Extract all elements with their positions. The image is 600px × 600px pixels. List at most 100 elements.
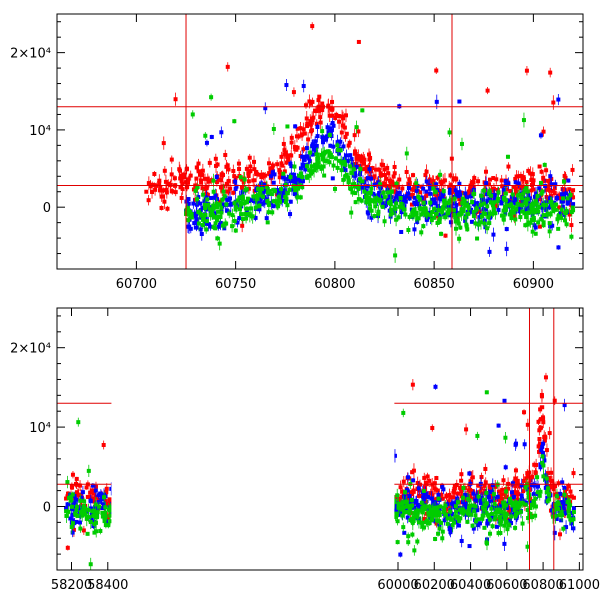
- data-point: [453, 176, 458, 181]
- data-point: [70, 530, 75, 535]
- data-point: [224, 202, 229, 207]
- data-point: [552, 186, 557, 191]
- data-point: [368, 206, 373, 211]
- data-point: [271, 204, 276, 209]
- data-point: [198, 172, 203, 177]
- data-point: [448, 220, 453, 225]
- data-point: [496, 207, 501, 212]
- data-point: [107, 501, 112, 506]
- data-point: [198, 178, 203, 183]
- data-point: [260, 194, 265, 199]
- data-point: [406, 534, 411, 539]
- data-point: [520, 203, 525, 208]
- data-point: [163, 179, 168, 184]
- data-point: [400, 186, 405, 191]
- data-point: [357, 177, 362, 182]
- trend-point: [550, 485, 555, 490]
- data-point: [248, 206, 253, 211]
- data-point: [394, 509, 399, 514]
- data-point: [320, 101, 325, 106]
- data-point: [525, 471, 530, 476]
- data-point: [312, 143, 317, 148]
- data-point: [148, 184, 153, 189]
- data-point: [201, 217, 206, 222]
- data-point: [369, 208, 374, 213]
- data-point: [488, 211, 493, 216]
- data-point: [311, 115, 316, 120]
- trend-point: [531, 187, 536, 192]
- data-point: [352, 182, 357, 187]
- data-point: [243, 187, 248, 192]
- data-point: [500, 184, 505, 189]
- data-point: [369, 176, 374, 181]
- data-point: [436, 496, 441, 501]
- data-point: [266, 202, 271, 207]
- data-point: [539, 191, 544, 196]
- data-point: [426, 494, 431, 499]
- data-point: [280, 175, 285, 180]
- data-point: [402, 207, 407, 212]
- data-point: [90, 483, 95, 488]
- data-point: [288, 175, 293, 180]
- data-point: [219, 210, 224, 215]
- data-point: [401, 505, 406, 510]
- data-point: [346, 180, 351, 185]
- data-point: [509, 521, 514, 526]
- data-point: [272, 172, 277, 177]
- data-point: [506, 181, 511, 186]
- data-point: [313, 139, 318, 144]
- data-point: [326, 149, 331, 154]
- data-point: [557, 532, 562, 537]
- data-point: [211, 215, 216, 220]
- data-point: [372, 214, 377, 219]
- data-point: [525, 422, 530, 427]
- data-point: [507, 496, 512, 501]
- data-point: [267, 172, 272, 177]
- data-point: [427, 504, 432, 509]
- data-point: [482, 483, 487, 488]
- data-point: [516, 181, 521, 186]
- data-point: [430, 210, 435, 215]
- data-point: [259, 181, 264, 186]
- data-point: [368, 198, 373, 203]
- data-point: [456, 221, 461, 226]
- data-point: [185, 224, 190, 229]
- data-point: [502, 398, 507, 403]
- data-point: [460, 201, 465, 206]
- data-point: [537, 449, 542, 454]
- data-point: [103, 514, 108, 519]
- data-point: [493, 204, 498, 209]
- data-point: [538, 417, 543, 422]
- data-point: [513, 442, 518, 447]
- data-point: [66, 491, 71, 496]
- data-point: [389, 207, 394, 212]
- data-point: [243, 212, 248, 217]
- data-point: [571, 195, 576, 200]
- data-point: [327, 133, 332, 138]
- data-point: [566, 499, 571, 504]
- data-point: [240, 190, 245, 195]
- data-point: [208, 213, 213, 218]
- data-point: [507, 523, 512, 528]
- trend-point: [336, 158, 341, 163]
- data-point: [81, 504, 86, 509]
- data-point: [421, 488, 426, 493]
- data-point: [239, 212, 244, 217]
- data-point: [472, 175, 477, 180]
- data-point: [222, 194, 227, 199]
- x-tick-label: 60850: [413, 277, 454, 292]
- data-point: [74, 519, 79, 524]
- data-point: [556, 502, 561, 507]
- data-point: [527, 196, 532, 201]
- data-point: [532, 194, 537, 199]
- data-point: [561, 196, 566, 201]
- data-point: [491, 176, 496, 181]
- data-point: [216, 224, 221, 229]
- data-point: [404, 494, 409, 499]
- data-point: [424, 215, 429, 220]
- data-point: [410, 209, 415, 214]
- data-point: [485, 204, 490, 209]
- data-point: [405, 488, 410, 493]
- data-point: [188, 173, 193, 178]
- data-point: [288, 199, 293, 204]
